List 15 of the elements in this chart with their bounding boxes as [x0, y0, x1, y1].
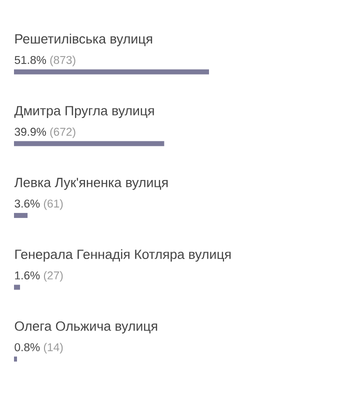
data-label: 51.8%: [14, 56, 46, 64]
annotation: (873): [50, 56, 76, 66]
y-tick-label: Олега Ольжича вулиця: [14, 321, 158, 334]
y-tick-label: Решетилівська вулиця: [15, 34, 152, 46]
data-label: 3.6%: [14, 200, 40, 208]
annotation: (14): [44, 342, 63, 354]
annotation: (672): [50, 127, 76, 138]
data-label: 0.8%: [14, 343, 40, 352]
data-label: 39.9%: [14, 128, 46, 136]
y-tick-label: Генерала Геннадія Котляра вулиця: [15, 249, 231, 262]
y-tick-label: Левка Лук'яненка вулиця: [14, 178, 168, 190]
data-label: 1.6%: [15, 271, 40, 280]
annotation: (61): [44, 199, 63, 210]
annotation: (27): [44, 271, 63, 282]
y-tick-label: Дмитра Пругла вулиця: [14, 106, 154, 118]
